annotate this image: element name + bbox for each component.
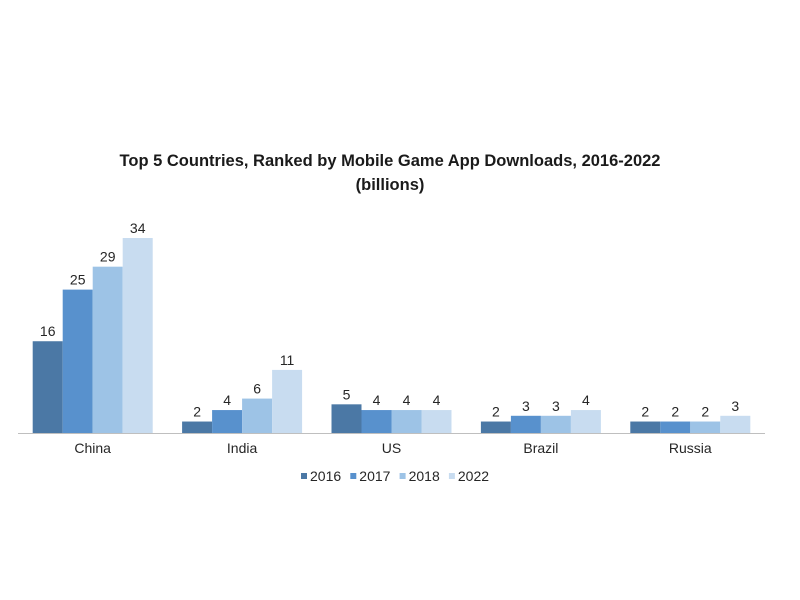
bar-brazil-2017 — [510, 415, 541, 433]
bar-us-2022 — [421, 410, 452, 433]
bar-us-2017 — [361, 410, 392, 433]
category-labels-group: China India US Brazil Russia — [74, 440, 712, 456]
bar-china-2022 — [122, 238, 153, 433]
legend-marker-2017 — [350, 473, 357, 479]
legend-label-2018: 2018 — [409, 468, 440, 484]
data-label-us-2018: 4 — [403, 392, 411, 408]
data-label-brazil-2022: 4 — [582, 392, 590, 408]
bar-china-2017 — [62, 289, 93, 433]
bar-china-2016 — [32, 341, 63, 433]
data-label-russia-2022: 3 — [731, 398, 739, 414]
legend-item-2016: 2016 — [301, 468, 341, 484]
data-label-brazil-2018: 3 — [552, 398, 560, 414]
data-label-china-2022: 34 — [130, 220, 146, 236]
data-label-russia-2016: 2 — [641, 404, 649, 420]
data-label-brazil-2017: 3 — [522, 398, 530, 414]
data-label-us-2017: 4 — [373, 392, 381, 408]
bar-brazil-2018 — [540, 415, 571, 433]
data-label-india-2022: 11 — [280, 352, 295, 368]
data-label-russia-2017: 2 — [671, 404, 679, 420]
bar-india-2017 — [212, 410, 243, 433]
legend-label-2017: 2017 — [359, 468, 390, 484]
category-label-brazil: Brazil — [523, 440, 558, 456]
bar-russia-2016 — [630, 421, 661, 433]
legend-item-2018: 2018 — [399, 468, 440, 484]
bar-us-2018 — [391, 410, 422, 433]
data-label-russia-2018: 2 — [701, 404, 709, 420]
legend-item-2017: 2017 — [350, 468, 391, 484]
data-label-brazil-2016: 2 — [492, 404, 500, 420]
data-label-us-2022: 4 — [433, 392, 441, 408]
bar-russia-2018 — [690, 421, 721, 433]
bar-russia-2017 — [660, 421, 691, 433]
data-label-india-2018: 6 — [253, 381, 261, 397]
bar-india-2018 — [242, 398, 273, 433]
legend-item-2022: 2022 — [448, 468, 489, 484]
bar-us-2016 — [331, 404, 362, 433]
data-label-us-2016: 5 — [343, 386, 351, 402]
bars-group — [32, 238, 751, 433]
data-label-china-2017: 25 — [70, 272, 86, 288]
chart-title: Top 5 Countries, Ranked by Mobile Game A… — [120, 152, 661, 170]
category-label-russia: Russia — [669, 440, 712, 456]
bar-india-2016 — [182, 421, 213, 433]
category-label-china: China — [74, 440, 111, 456]
legend-marker-2018 — [399, 473, 406, 479]
bar-brazil-2016 — [480, 421, 511, 433]
bar-brazil-2022 — [570, 410, 601, 433]
data-label-china-2016: 16 — [40, 323, 56, 339]
data-label-china-2018: 29 — [100, 249, 116, 265]
category-label-us: US — [382, 440, 401, 456]
legend: 2016 2017 2018 2022 — [301, 468, 489, 484]
category-label-india: India — [227, 440, 258, 456]
legend-label-2022: 2022 — [458, 468, 489, 484]
chart-subtitle: (billions) — [356, 176, 425, 194]
legend-marker-2022 — [448, 473, 455, 479]
legend-label-2016: 2016 — [310, 468, 341, 484]
bar-china-2018 — [92, 266, 123, 433]
legend-marker-2016 — [301, 473, 307, 479]
data-label-india-2016: 2 — [193, 404, 201, 420]
bar-russia-2022 — [720, 415, 751, 433]
bar-india-2022 — [272, 369, 303, 433]
data-label-india-2017: 4 — [223, 392, 231, 408]
